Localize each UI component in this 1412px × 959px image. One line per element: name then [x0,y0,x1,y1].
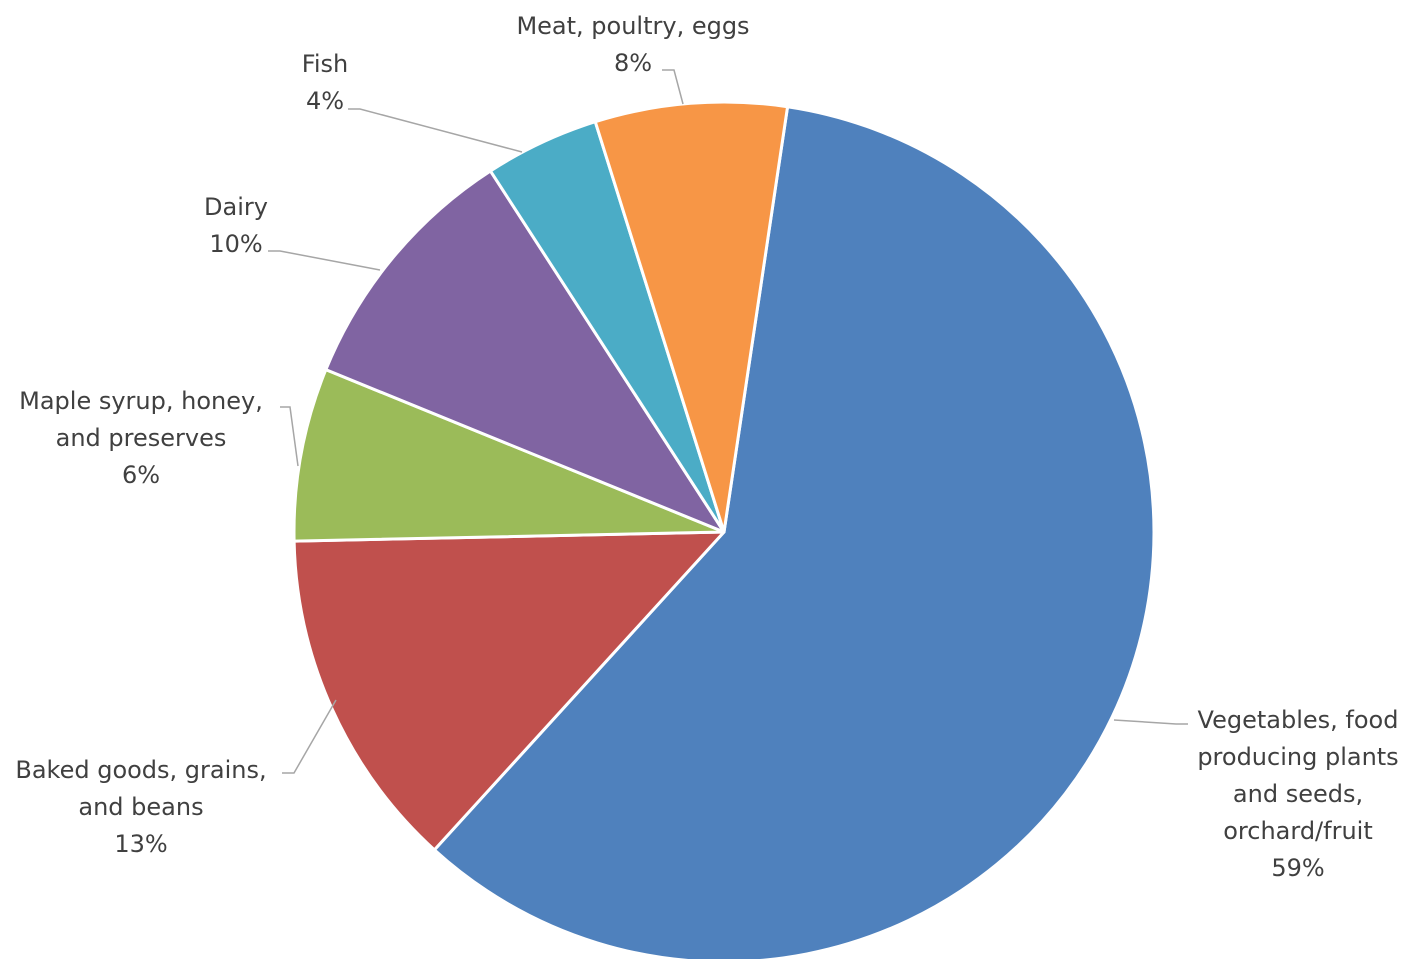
data-label-category-line: Meat, poultry, eggs [516,12,749,40]
data-label-category-line: Fish [302,50,348,78]
data-label-percent: 10% [209,230,262,258]
data-label-percent: 6% [122,461,160,489]
data-label-dairy: Dairy 10% [204,193,268,258]
data-label-percent: 13% [114,830,167,858]
pie-slice-maple-syrup [292,368,726,543]
data-label-fish: Fish 4% [302,50,348,115]
data-label-category-line: orchard/fruit [1223,817,1373,845]
data-label-category-line: Dairy [204,193,268,221]
pie-slice-dairy [324,169,726,534]
pie-slice-baked-goods [292,530,726,852]
leader-line-meat [662,69,684,105]
data-label-category-line: Vegetables, food [1198,706,1399,734]
leader-line-maple-syrup [280,406,299,467]
data-label-maple-syrup: Maple syrup, honey, and preserves 6% [19,387,263,489]
leader-line-fish [348,108,523,153]
data-label-category-line: producing plants [1197,743,1398,771]
data-label-vegetables: Vegetables, food producing plants and seed… [1197,706,1398,882]
leader-line-dairy [268,250,381,271]
leader-line-vegetables [1113,719,1188,725]
data-label-category-line: Baked goods, grains, [15,756,266,784]
pie-slice-vegetables [432,105,1156,959]
data-label-category-line: and preserves [56,424,227,452]
leader-lines-layer [268,69,1188,774]
data-label-category-line: Maple syrup, honey, [19,387,263,415]
data-label-percent: 59% [1271,854,1324,882]
data-label-category-line: and beans [78,793,203,821]
data-labels-layer: Vegetables, food producing plants and seed… [15,12,1398,882]
leader-line-baked-goods [282,699,337,774]
pie-slice-meat [593,100,790,534]
slices-layer [292,100,1156,959]
data-label-baked-goods: Baked goods, grains, and beans 13% [15,756,266,858]
data-label-percent: 4% [306,87,344,115]
data-label-percent: 8% [614,49,652,77]
data-label-meat: Meat, poultry, eggs 8% [516,12,749,77]
data-label-category-line: and seeds, [1233,780,1363,808]
